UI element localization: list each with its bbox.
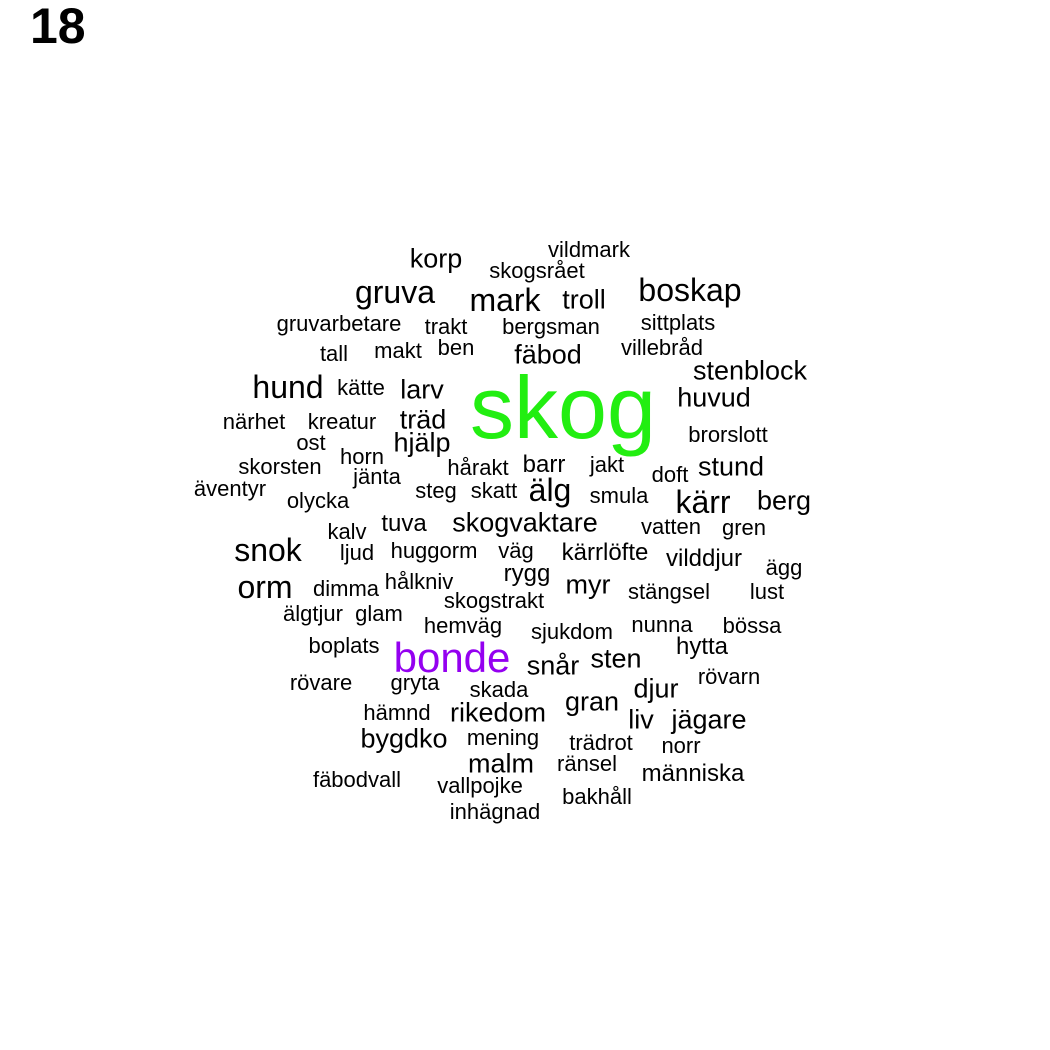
word-bergsman: bergsman <box>502 314 600 339</box>
word-hemväg: hemväg <box>423 613 503 638</box>
word-sten: sten <box>590 643 642 674</box>
word-hårakt: hårakt <box>447 455 509 480</box>
word-jägare: jägare <box>671 704 747 735</box>
word-bakhåll: bakhåll <box>562 784 632 809</box>
word-orm: orm <box>237 569 293 605</box>
word-gruvarbetare: gruvarbetare <box>276 311 402 336</box>
word-stängsel: stängsel <box>628 579 710 604</box>
word-gruva: gruva <box>354 274 436 310</box>
word-fäbod: fäbod <box>514 339 582 370</box>
word-skatt: skatt <box>470 478 518 503</box>
word-barr: barr <box>522 451 566 478</box>
word-skogstrakt: skogstrakt <box>443 588 545 613</box>
word-villebråd: villebråd <box>621 335 703 360</box>
panel-number-label: 18 <box>30 0 86 54</box>
word-vilddjur: vilddjur <box>665 545 743 572</box>
word-malm: malm <box>468 748 534 779</box>
word-ost: ost <box>296 430 326 455</box>
word-glam: glam <box>355 601 403 626</box>
word-väg: väg <box>498 538 534 563</box>
word-skog: skog <box>470 358 656 457</box>
word-ljud: ljud <box>339 540 375 565</box>
word-ränsel: ränsel <box>557 751 617 776</box>
word-doft: doft <box>651 462 689 487</box>
word-vildmark: vildmark <box>548 237 630 262</box>
word-kreatur: kreatur <box>307 409 377 434</box>
word-korp: korp <box>409 243 463 274</box>
word-lust: lust <box>749 579 785 604</box>
word-närhet: närhet <box>222 409 286 434</box>
word-vatten: vatten <box>641 514 701 539</box>
word-skogvaktare: skogvaktare <box>452 507 598 538</box>
word-mening: mening <box>466 725 540 750</box>
word-stenblock: stenblock <box>692 355 808 386</box>
word-skorsten: skorsten <box>238 454 322 479</box>
word-jakt: jakt <box>589 452 625 477</box>
word-norr: norr <box>661 733 701 758</box>
word-huggorm: huggorm <box>390 538 478 563</box>
word-horn: horn <box>339 444 385 469</box>
word-träd: träd <box>399 404 447 435</box>
word-bygdko: bygdko <box>360 723 448 754</box>
word-liv: liv <box>628 704 654 735</box>
word-gren: gren <box>721 515 767 540</box>
word-sittplats: sittplats <box>640 310 716 335</box>
word-huvud: huvud <box>677 382 751 413</box>
word-ägg: ägg <box>765 555 803 580</box>
word-vallpojke: vallpojke <box>437 773 523 798</box>
word-bonde: bonde <box>393 634 511 681</box>
word-trakt: trakt <box>424 314 468 339</box>
word-nunna: nunna <box>631 612 693 637</box>
word-stund: stund <box>697 451 765 482</box>
word-troll: troll <box>562 284 606 315</box>
word-jänta: jänta <box>353 464 401 489</box>
word-hämnd: hämnd <box>363 700 431 725</box>
word-myr: myr <box>565 569 611 600</box>
word-älg: älg <box>528 472 572 508</box>
word-mark: mark <box>469 282 541 318</box>
word-berg: berg <box>756 485 812 516</box>
word-boskap: boskap <box>638 272 742 308</box>
word-skogsrået: skogsrået <box>489 258 585 283</box>
word-dimma: dimma <box>312 576 380 601</box>
word-hålkniv: hålkniv <box>384 569 454 594</box>
word-makt: makt <box>374 338 422 363</box>
word-tuva: tuva <box>381 510 427 537</box>
word-hjälp: hjälp <box>393 427 451 458</box>
word-gran: gran <box>564 686 620 717</box>
word-olycka: olycka <box>286 488 350 513</box>
word-inhägnad: inhägnad <box>449 799 541 824</box>
word-hytta: hytta <box>675 633 729 660</box>
word-fäbodvall: fäbodvall <box>312 767 402 792</box>
word-kärrlöfte: kärrlöfte <box>561 539 649 566</box>
word-människa: människa <box>641 760 745 787</box>
word-steg: steg <box>415 478 457 503</box>
word-kätte: kätte <box>337 375 385 400</box>
word-tall: tall <box>319 341 349 366</box>
word-snok: snok <box>234 532 302 568</box>
word-bössa: bössa <box>722 613 782 638</box>
word-rövarn: rövarn <box>697 664 761 689</box>
word-brorslott: brorslott <box>688 422 768 447</box>
word-hund: hund <box>252 369 324 405</box>
word-äventyr: äventyr <box>193 476 267 501</box>
word-smula: smula <box>589 483 649 508</box>
word-älgtjur: älgtjur <box>283 601 343 626</box>
word-rikedom: rikedom <box>449 697 547 728</box>
word-ben: ben <box>437 335 475 360</box>
word-sjukdom: sjukdom <box>531 619 613 644</box>
word-skada: skada <box>469 677 529 702</box>
word-boplats: boplats <box>308 633 380 658</box>
word-trädrot: trädrot <box>569 730 633 755</box>
word-kärr: kärr <box>675 484 731 520</box>
word-snår: snår <box>526 650 580 681</box>
word-gryta: gryta <box>390 670 440 695</box>
word-djur: djur <box>633 673 679 704</box>
word-rygg: rygg <box>503 560 551 587</box>
word-kalv: kalv <box>327 519 367 544</box>
word-rövare: rövare <box>289 670 353 695</box>
word-larv: larv <box>400 374 444 405</box>
